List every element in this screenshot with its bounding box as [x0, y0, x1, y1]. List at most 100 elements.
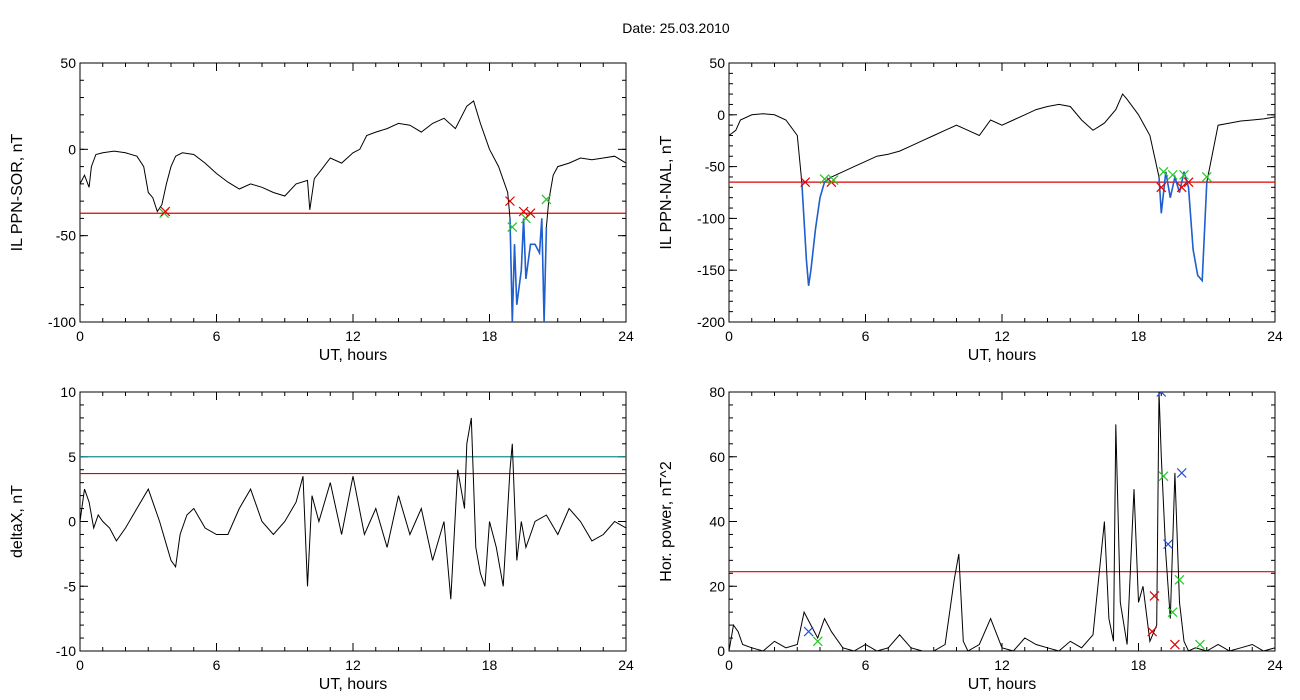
x-tick-label: 18 [482, 328, 498, 344]
data-marker [1156, 182, 1167, 193]
marker-stroke [1167, 607, 1178, 618]
marker-stroke [1174, 574, 1185, 585]
data-marker [1158, 166, 1169, 177]
y-tick-label: 20 [709, 578, 725, 594]
y-tick-label: 80 [709, 384, 725, 400]
data-marker [1195, 639, 1205, 650]
marker-stroke [1158, 471, 1169, 482]
data-marker [1183, 177, 1194, 188]
highlight-segment [1158, 171, 1208, 283]
y-tick-label: 40 [709, 514, 725, 530]
data-marker [1167, 607, 1178, 618]
x-tick-label: 18 [1131, 657, 1147, 673]
chart-sor: 0 6 12 18 24 -100 -50 0 50 UT, hours IL PPN-SOR, n… [9, 55, 634, 364]
marker-stroke [1147, 626, 1158, 637]
x-tick-label: 12 [994, 657, 1010, 673]
marker-stroke [507, 222, 518, 232]
y-tick-label: -100 [48, 314, 76, 330]
plot-frame [728, 62, 1276, 323]
y-axis-label: Hor. power, nT^2 [658, 461, 675, 582]
x-tick-label: 0 [76, 657, 84, 673]
x-tick-label: 24 [1267, 657, 1283, 673]
data-marker [525, 208, 536, 219]
marker-stroke [1156, 392, 1163, 397]
plot-frame [79, 62, 627, 323]
marker-stroke [1179, 169, 1189, 180]
data-marker [1176, 182, 1187, 193]
chart-deltax: 0 6 12 18 24 -10 -5 0 5 10 UT, hours deltaX, nT [9, 384, 634, 693]
y-tick-label: 5 [68, 449, 76, 465]
marker-stroke [819, 174, 830, 184]
data-marker [1163, 539, 1173, 550]
data-marker [1176, 468, 1187, 478]
x-tick-label: 6 [213, 657, 221, 673]
marker-stroke [1167, 169, 1178, 180]
y-tick-label: 0 [717, 107, 725, 123]
figure-title: Date: 25.03.2010 [622, 20, 730, 36]
plot-frame [728, 391, 1276, 652]
data-marker [1179, 169, 1189, 180]
y-axis-label: IL PPN-NAL, nT [658, 135, 675, 249]
data-marker [819, 174, 830, 184]
marker-stroke [518, 206, 529, 217]
data-marker [1156, 392, 1167, 397]
data-marker [1147, 626, 1158, 637]
plot-area [80, 417, 626, 600]
marker-stroke [828, 175, 839, 185]
y-tick-label: 60 [709, 449, 725, 465]
y-tick-label: -50 [705, 159, 725, 175]
marker-stroke [1156, 182, 1167, 193]
y-tick-label: 10 [60, 384, 76, 400]
data-marker [518, 206, 529, 217]
marker-stroke [160, 206, 171, 217]
x-tick-label: 0 [76, 328, 84, 344]
y-tick-label: 50 [60, 55, 76, 71]
chart-power: 0 6 12 18 24 0 20 40 60 80 UT, hours Hor. power, nT… [658, 384, 1283, 693]
y-tick-label: -5 [64, 578, 77, 594]
data-marker [828, 175, 839, 185]
marker-stroke [1169, 639, 1180, 650]
marker-stroke [1149, 591, 1160, 601]
y-axis-label: deltaX, nT [9, 485, 26, 558]
x-tick-label: 6 [213, 328, 221, 344]
series-line [80, 417, 626, 600]
x-axis-label: UT, hours [968, 347, 1036, 364]
marker-stroke [1158, 166, 1169, 177]
y-tick-label: -100 [697, 210, 725, 226]
x-tick-label: 0 [725, 657, 733, 673]
marker-stroke [1195, 639, 1205, 650]
x-tick-label: 18 [1131, 328, 1147, 344]
x-tick-label: 24 [618, 657, 634, 673]
x-tick-label: 18 [482, 657, 498, 673]
x-tick-label: 12 [994, 328, 1010, 344]
marker-stroke [505, 196, 515, 207]
x-tick-label: 6 [862, 657, 870, 673]
x-tick-label: 12 [345, 657, 361, 673]
data-marker [1201, 172, 1212, 182]
series-line [729, 93, 1275, 286]
y-tick-label: 0 [68, 141, 76, 157]
marker-stroke [525, 208, 536, 219]
marker-stroke [1183, 177, 1194, 188]
marker-stroke [812, 636, 823, 647]
highlight-segment [801, 176, 832, 286]
marker-stroke [1201, 172, 1212, 182]
x-tick-label: 0 [725, 328, 733, 344]
data-marker [541, 194, 552, 205]
data-marker [505, 196, 515, 207]
x-tick-label: 12 [345, 328, 361, 344]
y-tick-label: -200 [697, 314, 725, 330]
plot-area [729, 392, 1275, 651]
data-marker [803, 626, 814, 637]
marker-stroke [1160, 392, 1167, 397]
y-tick-label: 0 [717, 643, 725, 659]
data-marker [800, 177, 811, 188]
marker-stroke [1176, 182, 1187, 193]
data-marker [160, 206, 171, 217]
marker-stroke [541, 194, 552, 205]
data-marker [1174, 574, 1185, 585]
marker-stroke [803, 626, 814, 637]
y-tick-label: -150 [697, 262, 725, 278]
